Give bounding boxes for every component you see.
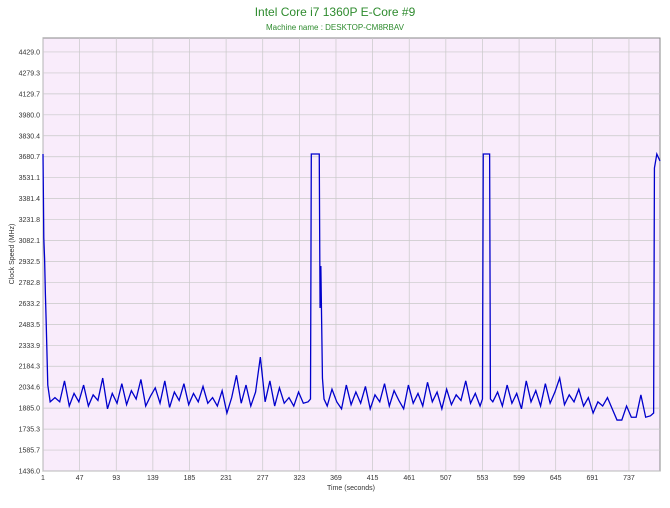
y-tick-label: 4429.0	[19, 49, 41, 56]
y-tick-label: 1585.7	[19, 448, 41, 455]
x-tick-label: 47	[76, 475, 84, 482]
y-tick-label: 3531.1	[19, 175, 41, 182]
y-tick-label: 4129.7	[19, 91, 41, 98]
y-tick-label: 3231.8	[19, 217, 41, 224]
y-tick-label: 1735.3	[19, 427, 41, 434]
y-tick-label: 1436.0	[19, 469, 41, 476]
series-line	[42, 151, 661, 421]
x-tick-label: 323	[294, 475, 306, 482]
y-tick-label: 3381.4	[19, 196, 41, 203]
y-tick-label: 4279.3	[19, 70, 41, 77]
x-tick-label: 737	[623, 475, 635, 482]
y-tick-label: 1885.0	[19, 406, 41, 413]
y-tick-label: 2483.5	[19, 322, 41, 329]
x-tick-label: 1	[41, 475, 45, 482]
x-tick-label: 93	[112, 475, 120, 482]
x-tick-label: 369	[330, 475, 342, 482]
plot-area	[42, 37, 661, 472]
y-tick-label: 2333.9	[19, 343, 41, 350]
x-tick-label: 277	[257, 475, 269, 482]
y-tick-label: 3082.1	[19, 238, 41, 245]
chart-subtitle: Machine name : DESKTOP-CM8RBAV	[266, 23, 405, 32]
x-tick-label: 139	[147, 475, 159, 482]
y-tick-label: 2633.2	[19, 301, 41, 308]
x-tick-label: 185	[184, 475, 196, 482]
x-tick-label: 231	[220, 475, 232, 482]
y-axis-label: Clock Speed (MHz)	[9, 224, 16, 285]
y-tick-label: 3980.0	[19, 112, 41, 119]
y-tick-label: 2782.8	[19, 280, 41, 287]
x-tick-label: 507	[440, 475, 452, 482]
x-tick-label: 415	[367, 475, 379, 482]
x-tick-label: 645	[550, 475, 562, 482]
y-tick-label: 2034.6	[19, 385, 41, 392]
x-tick-label: 461	[403, 475, 415, 482]
x-tick-label: 691	[586, 475, 598, 482]
y-tick-label: 3830.4	[19, 133, 41, 140]
y-tick-label: 2184.3	[19, 364, 41, 371]
x-tick-label: 553	[477, 475, 489, 482]
y-tick-label: 2932.5	[19, 259, 41, 266]
y-tick-label: 3680.7	[19, 154, 41, 161]
x-tick-label: 599	[513, 475, 525, 482]
chart-title: Intel Core i7 1360P E-Core #9	[255, 5, 416, 19]
x-axis-label: Time (seconds)	[327, 485, 375, 492]
